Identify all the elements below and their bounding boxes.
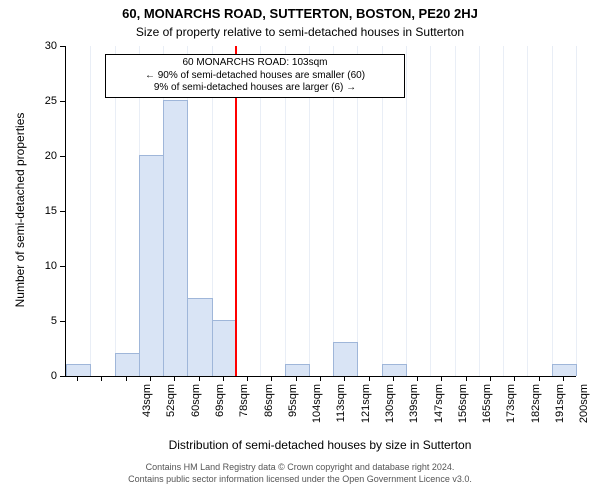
x-tick-label: 173sqm [505, 384, 517, 444]
y-tick-mark [60, 156, 65, 157]
y-tick-label: 15 [33, 205, 57, 217]
y-tick-mark [60, 101, 65, 102]
x-tick-mark [466, 376, 467, 381]
x-tick-label: 86sqm [263, 384, 275, 444]
x-tick-mark [490, 376, 491, 381]
grid-line-vertical [90, 46, 91, 376]
y-tick-label: 10 [33, 260, 57, 272]
x-tick-label: 104sqm [311, 384, 323, 444]
x-tick-label: 200sqm [578, 384, 590, 444]
x-tick-mark [344, 376, 345, 381]
x-tick-mark [101, 376, 102, 381]
histogram-bar [66, 364, 91, 376]
x-tick-label: 52sqm [165, 384, 177, 444]
footer-line: Contains public sector information licen… [0, 474, 600, 486]
grid-line-vertical [552, 46, 553, 376]
y-tick-mark [60, 266, 65, 267]
x-tick-label: 130sqm [384, 384, 396, 444]
y-tick-mark [60, 376, 65, 377]
grid-line-vertical [527, 46, 528, 376]
annotation-line: ← 90% of semi-detached houses are smalle… [110, 70, 400, 83]
x-tick-label: 191sqm [554, 384, 566, 444]
x-tick-mark [539, 376, 540, 381]
grid-line-vertical [576, 46, 577, 376]
grid-line-vertical [503, 46, 504, 376]
x-tick-mark [563, 376, 564, 381]
x-tick-mark [441, 376, 442, 381]
x-tick-label: 113sqm [335, 384, 347, 444]
annotation-line: 9% of semi-detached houses are larger (6… [110, 82, 400, 95]
annotation-line: 60 MONARCHS ROAD: 103sqm [110, 57, 400, 70]
x-tick-label: 139sqm [408, 384, 420, 444]
x-tick-label: 121sqm [360, 384, 372, 444]
x-tick-label: 69sqm [214, 384, 226, 444]
x-tick-mark [393, 376, 394, 381]
histogram-bar [139, 155, 164, 376]
x-tick-label: 156sqm [457, 384, 469, 444]
x-tick-label: 78sqm [238, 384, 250, 444]
chart-subtitle: Size of property relative to semi-detach… [0, 25, 600, 39]
x-tick-label: 165sqm [481, 384, 493, 444]
y-tick-mark [60, 321, 65, 322]
grid-line-vertical [430, 46, 431, 376]
histogram-bar [115, 353, 140, 376]
y-tick-label: 30 [33, 40, 57, 52]
x-tick-mark [417, 376, 418, 381]
histogram-bar [163, 100, 188, 376]
x-tick-mark [369, 376, 370, 381]
y-axis-label: Number of semi-detached properties [13, 70, 27, 350]
histogram-bar [552, 364, 577, 376]
x-tick-label: 60sqm [190, 384, 202, 444]
y-tick-label: 5 [33, 315, 57, 327]
footer-line: Contains HM Land Registry data © Crown c… [0, 462, 600, 474]
y-tick-mark [60, 46, 65, 47]
x-tick-mark [271, 376, 272, 381]
histogram-bar [212, 320, 237, 376]
chart-title: 60, MONARCHS ROAD, SUTTERTON, BOSTON, PE… [0, 6, 600, 21]
chart-footer: Contains HM Land Registry data © Crown c… [0, 462, 600, 485]
annotation-box: 60 MONARCHS ROAD: 103sqm← 90% of semi-de… [105, 54, 405, 98]
histogram-bar [382, 364, 407, 376]
x-tick-mark [514, 376, 515, 381]
x-tick-mark [247, 376, 248, 381]
x-tick-mark [199, 376, 200, 381]
x-tick-mark [150, 376, 151, 381]
grid-line-vertical [406, 46, 407, 376]
y-tick-label: 25 [33, 95, 57, 107]
x-tick-mark [223, 376, 224, 381]
y-tick-label: 0 [33, 370, 57, 382]
y-tick-mark [60, 211, 65, 212]
histogram-bar [187, 298, 212, 376]
x-tick-label: 182sqm [530, 384, 542, 444]
x-tick-mark [296, 376, 297, 381]
histogram-bar [333, 342, 358, 376]
histogram-bar [285, 364, 310, 376]
grid-line-vertical [455, 46, 456, 376]
x-tick-mark [320, 376, 321, 381]
x-tick-label: 43sqm [141, 384, 153, 444]
x-tick-mark [126, 376, 127, 381]
x-tick-label: 147sqm [433, 384, 445, 444]
chart-container: { "layout": { "width": 600, "height": 50… [0, 0, 600, 500]
y-tick-label: 20 [33, 150, 57, 162]
grid-line-vertical [479, 46, 480, 376]
x-tick-label: 95sqm [287, 384, 299, 444]
x-tick-mark [77, 376, 78, 381]
x-tick-mark [174, 376, 175, 381]
